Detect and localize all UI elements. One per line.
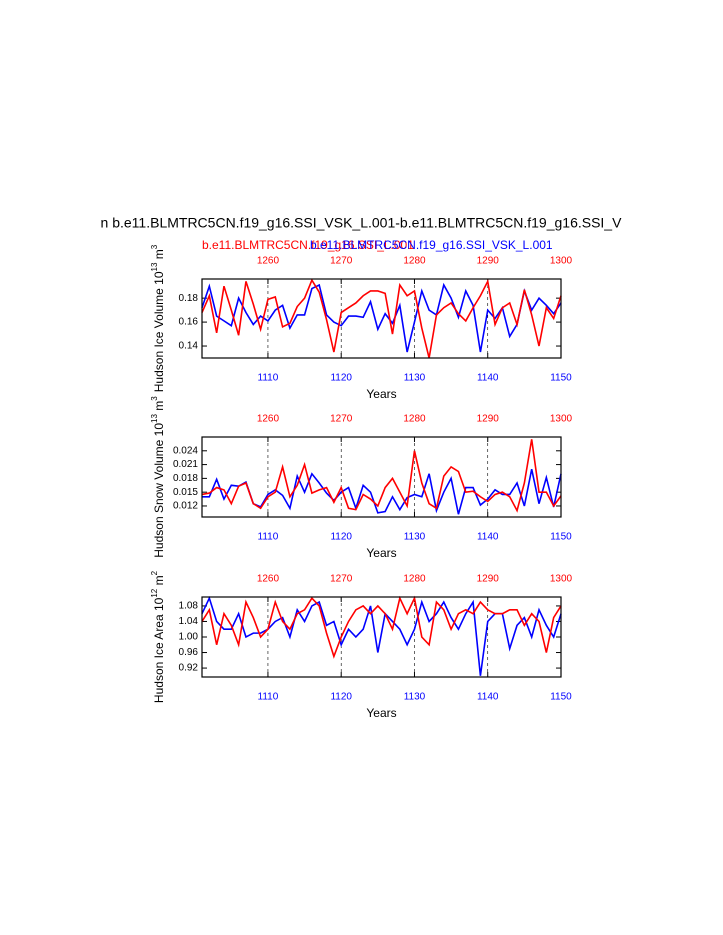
y-axis-label-unit-exp: 3 [150, 244, 159, 249]
x-tick-label: 1130 [404, 692, 426, 703]
x-tick-label: 1140 [477, 373, 499, 384]
x2-tick-label: 1260 [257, 414, 280, 425]
series-line [201, 278, 562, 359]
x-tick-label: 1120 [330, 373, 352, 384]
x2-tick-label: 1280 [403, 414, 426, 425]
y-axis-label-unit-exp: 3 [150, 396, 159, 401]
y-axis-label-text: Hudson Ice Area 10 [152, 597, 166, 703]
y-tick-label: 0.018 [173, 473, 198, 484]
y-tick-label: 0.012 [173, 501, 198, 512]
x-tick-label: 1120 [330, 532, 352, 543]
chart-title: n b.e11.BLMTRC5CN.f19_g16.SSI_VSK_L.001-… [101, 215, 623, 231]
x2-tick-label: 1270 [330, 414, 353, 425]
y-axis-label-exp: 12 [150, 588, 159, 597]
x-tick-label: 1110 [258, 692, 279, 703]
x-tick-label: 1110 [258, 532, 279, 543]
x2-tick-label: 1270 [330, 256, 353, 267]
y-tick-label: 0.96 [179, 647, 199, 658]
y-axis-label-exp: 13 [150, 262, 159, 271]
y-tick-label: 0.024 [173, 445, 198, 456]
y-tick-label: 0.18 [179, 293, 199, 304]
subtitle-left: b.e11.BLMTRC5CN.f19_g16.SSI_L.001 [202, 238, 414, 252]
y-tick-label: 0.14 [179, 341, 199, 352]
series-line [201, 439, 562, 513]
x-axis-label: Years [366, 706, 396, 720]
y-tick-label: 0.015 [173, 487, 198, 498]
y-tick-label: 1.00 [179, 632, 199, 643]
x2-tick-label: 1260 [257, 574, 280, 585]
x2-tick-label: 1300 [550, 256, 573, 267]
y-axis-label-unit-exp: 2 [150, 570, 159, 575]
y-tick-label: 0.92 [179, 663, 199, 674]
y-axis-label: Hudson Ice Volume 1013 m3 [150, 244, 166, 392]
x2-tick-label: 1300 [550, 414, 573, 425]
subtitle-right: b.e11.BLMTRC5CN.f19_g16.SSI_VSK_L.001 [310, 238, 553, 252]
y-axis-label-exp: 13 [150, 414, 159, 423]
plot-frame [201, 436, 562, 518]
x-tick-label: 1110 [258, 373, 279, 384]
x-tick-label: 1140 [477, 692, 499, 703]
y-tick-label: 0.021 [173, 459, 198, 470]
plot-frame [201, 278, 562, 359]
x2-tick-label: 1290 [477, 574, 500, 585]
x-tick-label: 1130 [404, 373, 426, 384]
x-tick-label: 1120 [330, 692, 352, 703]
y-axis-label-text: Hudson Ice Volume 10 [152, 271, 166, 392]
x-axis-label: Years [366, 546, 396, 560]
x-axis-label: Years [366, 387, 396, 401]
x-tick-label: 1130 [404, 532, 426, 543]
x-tick-label: 1150 [550, 692, 572, 703]
x-tick-label: 1150 [550, 373, 572, 384]
y-tick-label: 1.08 [179, 601, 199, 612]
y-axis-label-unit: m [152, 401, 166, 414]
x2-tick-label: 1290 [477, 414, 500, 425]
x-tick-label: 1150 [550, 532, 572, 543]
x2-tick-label: 1280 [403, 256, 426, 267]
y-axis-label-unit: m [152, 249, 166, 262]
y-axis-label: Hudson Snow Volume 1013 m3 [150, 396, 166, 558]
x2-tick-label: 1280 [403, 574, 426, 585]
y-tick-label: 0.16 [179, 317, 199, 328]
y-axis-label: Hudson Ice Area 1012 m2 [150, 570, 166, 703]
series-line [202, 469, 562, 515]
y-axis-label-text: Hudson Snow Volume 10 [152, 423, 166, 558]
x-tick-label: 1140 [477, 532, 499, 543]
x2-tick-label: 1260 [257, 256, 280, 267]
series-line [201, 595, 562, 659]
y-axis-label-unit: m [152, 575, 166, 588]
plot-frame [201, 596, 562, 678]
x2-tick-label: 1290 [477, 256, 500, 267]
x2-tick-label: 1270 [330, 574, 353, 585]
x2-tick-label: 1300 [550, 574, 573, 585]
y-tick-label: 1.04 [179, 616, 199, 627]
